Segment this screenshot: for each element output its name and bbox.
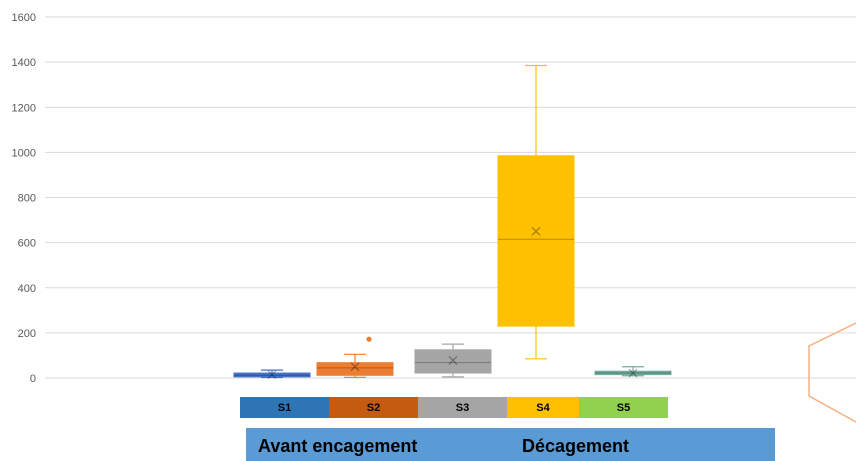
legend-s1: S1 [240, 397, 329, 418]
y-tick-label: 1200 [12, 102, 36, 114]
box-body [497, 155, 575, 327]
right-edge-hexagon-fragment [808, 322, 856, 423]
box-body [414, 349, 492, 374]
phase-after-label: Décagement [522, 436, 630, 456]
y-tick-label: 200 [18, 328, 36, 340]
mean-marker [267, 370, 277, 380]
gridlines [45, 16, 856, 379]
series-legend: S1 S2 S3 S4 S5 [240, 397, 668, 418]
y-tick-label: 800 [18, 193, 36, 205]
y-tick-label: 0 [30, 373, 36, 385]
box-series [233, 64, 672, 380]
y-axis: 0 200 400 600 800 1000 1200 1400 1600 [12, 12, 36, 385]
y-tick-label: 1000 [12, 147, 36, 159]
outlier-point [366, 336, 372, 342]
y-tick-label: 1400 [12, 57, 36, 69]
legend-s2: S2 [329, 397, 418, 418]
mean-marker [531, 226, 541, 236]
box-s4 [497, 64, 575, 360]
mean-marker [448, 355, 458, 365]
legend-s3: S3 [418, 397, 507, 418]
box-s2 [316, 336, 394, 378]
box-s3 [414, 343, 492, 378]
phase-banner: Avant encagement Décagement [246, 428, 775, 461]
phase-before-label: Avant encagement [258, 436, 418, 456]
box-s1 [233, 369, 311, 380]
legend-s4: S4 [507, 397, 579, 418]
box-body [316, 362, 394, 376]
box-body [594, 370, 672, 376]
decorative-shape [808, 322, 856, 423]
y-tick-label: 1600 [12, 12, 36, 24]
mean-marker [628, 368, 638, 378]
y-tick-label: 400 [18, 283, 36, 295]
box-body [233, 372, 311, 378]
box-s5 [594, 366, 672, 378]
mean-marker [350, 362, 360, 372]
y-tick-label: 600 [18, 238, 36, 250]
legend-s5: S5 [579, 397, 668, 418]
